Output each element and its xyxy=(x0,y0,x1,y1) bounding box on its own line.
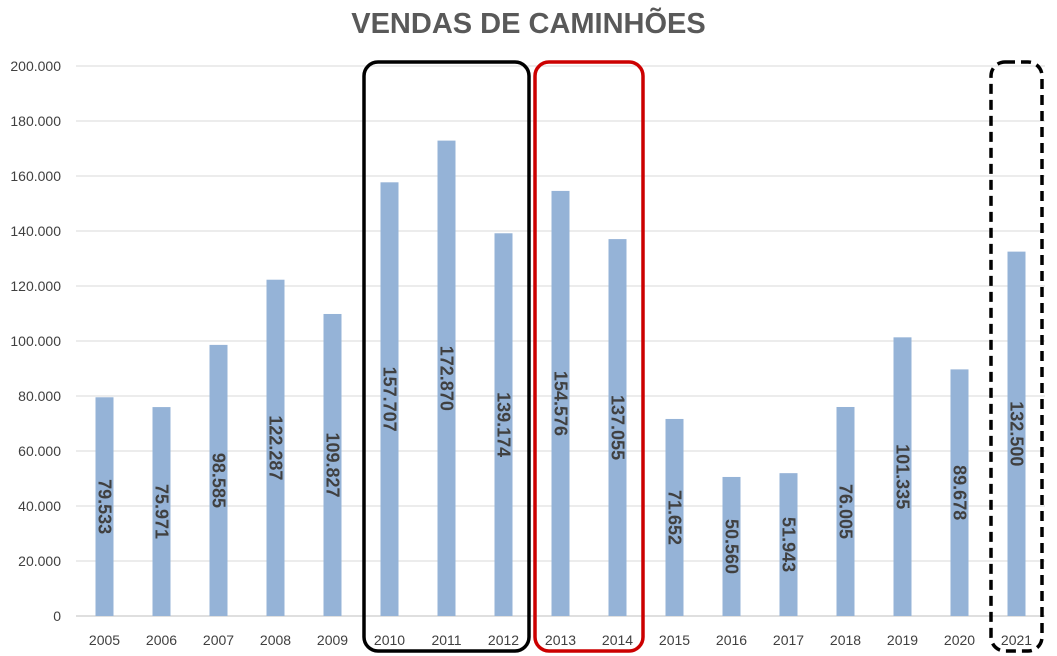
data-label-2006: 75.971 xyxy=(152,484,172,539)
data-label-2014: 137.055 xyxy=(608,395,628,460)
y-tick-label: 20.000 xyxy=(18,553,61,569)
x-tick-label: 2020 xyxy=(944,632,975,648)
data-label-2015: 71.652 xyxy=(665,490,685,545)
x-tick-label: 2009 xyxy=(317,632,348,648)
chart-title: VENDAS DE CAMINHÕES xyxy=(351,8,706,40)
y-tick-label: 160.000 xyxy=(10,168,61,184)
bar-2012 xyxy=(494,233,513,617)
bar-2008 xyxy=(266,279,285,616)
bar-2013 xyxy=(551,190,570,616)
bar-2005 xyxy=(95,397,114,616)
data-label-2013: 154.576 xyxy=(551,371,571,436)
data-label-2019: 101.335 xyxy=(893,444,913,509)
y-tick-label: 200.000 xyxy=(10,58,61,74)
data-label-2005: 79.533 xyxy=(95,479,115,534)
y-axis-ticks: 0 20.000 40.000 60.000 80.000 100.000 120.000 1… xyxy=(10,58,61,624)
data-label-2008: 122.287 xyxy=(266,415,286,480)
bar-2019 xyxy=(893,337,912,616)
x-tick-label: 2005 xyxy=(89,632,120,648)
x-tick-label: 2013 xyxy=(545,632,576,648)
x-tick-label: 2016 xyxy=(716,632,747,648)
bar-2010 xyxy=(380,182,399,616)
bar-2017 xyxy=(779,473,798,616)
bar-2015 xyxy=(665,418,684,616)
x-tick-label: 2017 xyxy=(773,632,804,648)
bars: 79.533 75.971 98.585 122.287 109.827 157.707 1… xyxy=(95,140,1027,617)
x-tick-label: 2015 xyxy=(659,632,690,648)
data-label-2009: 109.827 xyxy=(323,432,343,497)
bar-2014 xyxy=(608,239,627,616)
bar-2006 xyxy=(152,407,171,616)
data-label-2017: 51.943 xyxy=(779,517,799,572)
y-tick-label: 40.000 xyxy=(18,498,61,514)
data-label-2016: 50.560 xyxy=(722,519,742,574)
x-tick-label: 2021 xyxy=(1001,632,1032,648)
bar-2011 xyxy=(437,140,456,617)
x-tick-label: 2014 xyxy=(602,632,633,648)
x-tick-label: 2019 xyxy=(887,632,918,648)
y-tick-label: 80.000 xyxy=(18,388,61,404)
data-label-2012: 139.174 xyxy=(494,392,514,457)
x-tick-label: 2018 xyxy=(830,632,861,648)
y-tick-label: 140.000 xyxy=(10,223,61,239)
x-tick-label: 2007 xyxy=(203,632,234,648)
bar-2016 xyxy=(722,476,741,616)
data-label-2010: 157.707 xyxy=(380,367,400,432)
bar-2020 xyxy=(950,369,969,616)
highlight-box-2021-2021 xyxy=(989,60,1044,653)
data-label-2011: 172.870 xyxy=(437,346,457,411)
x-tick-label: 2006 xyxy=(146,632,177,648)
highlight-box-2010-2012 xyxy=(362,60,531,653)
y-tick-label: 0 xyxy=(53,608,61,624)
data-label-2018: 76.005 xyxy=(836,484,856,539)
bar-2007 xyxy=(209,344,228,616)
y-tick-label: 120.000 xyxy=(10,278,61,294)
x-axis-ticks: 2005 2006 2007 2008 2009 2010 2011 2012 2013 2014… xyxy=(89,632,1032,648)
bar-2018 xyxy=(836,406,855,616)
x-tick-label: 2011 xyxy=(431,632,461,648)
highlight-boxes xyxy=(362,60,1044,653)
x-tick-label: 2008 xyxy=(260,632,291,648)
highlight-box-2013-2014 xyxy=(533,60,645,653)
y-tick-label: 60.000 xyxy=(18,443,61,459)
data-label-2020: 89.678 xyxy=(950,465,970,520)
bar-2021 xyxy=(1007,251,1026,616)
x-tick-label: 2010 xyxy=(374,632,405,648)
x-tick-label: 2012 xyxy=(488,632,519,648)
bar-2009 xyxy=(323,313,342,616)
data-label-2021: 132.500 xyxy=(1007,401,1027,466)
y-tick-label: 180.000 xyxy=(10,113,61,129)
data-label-2007: 98.585 xyxy=(209,453,229,508)
y-tick-label: 100.000 xyxy=(10,333,61,349)
